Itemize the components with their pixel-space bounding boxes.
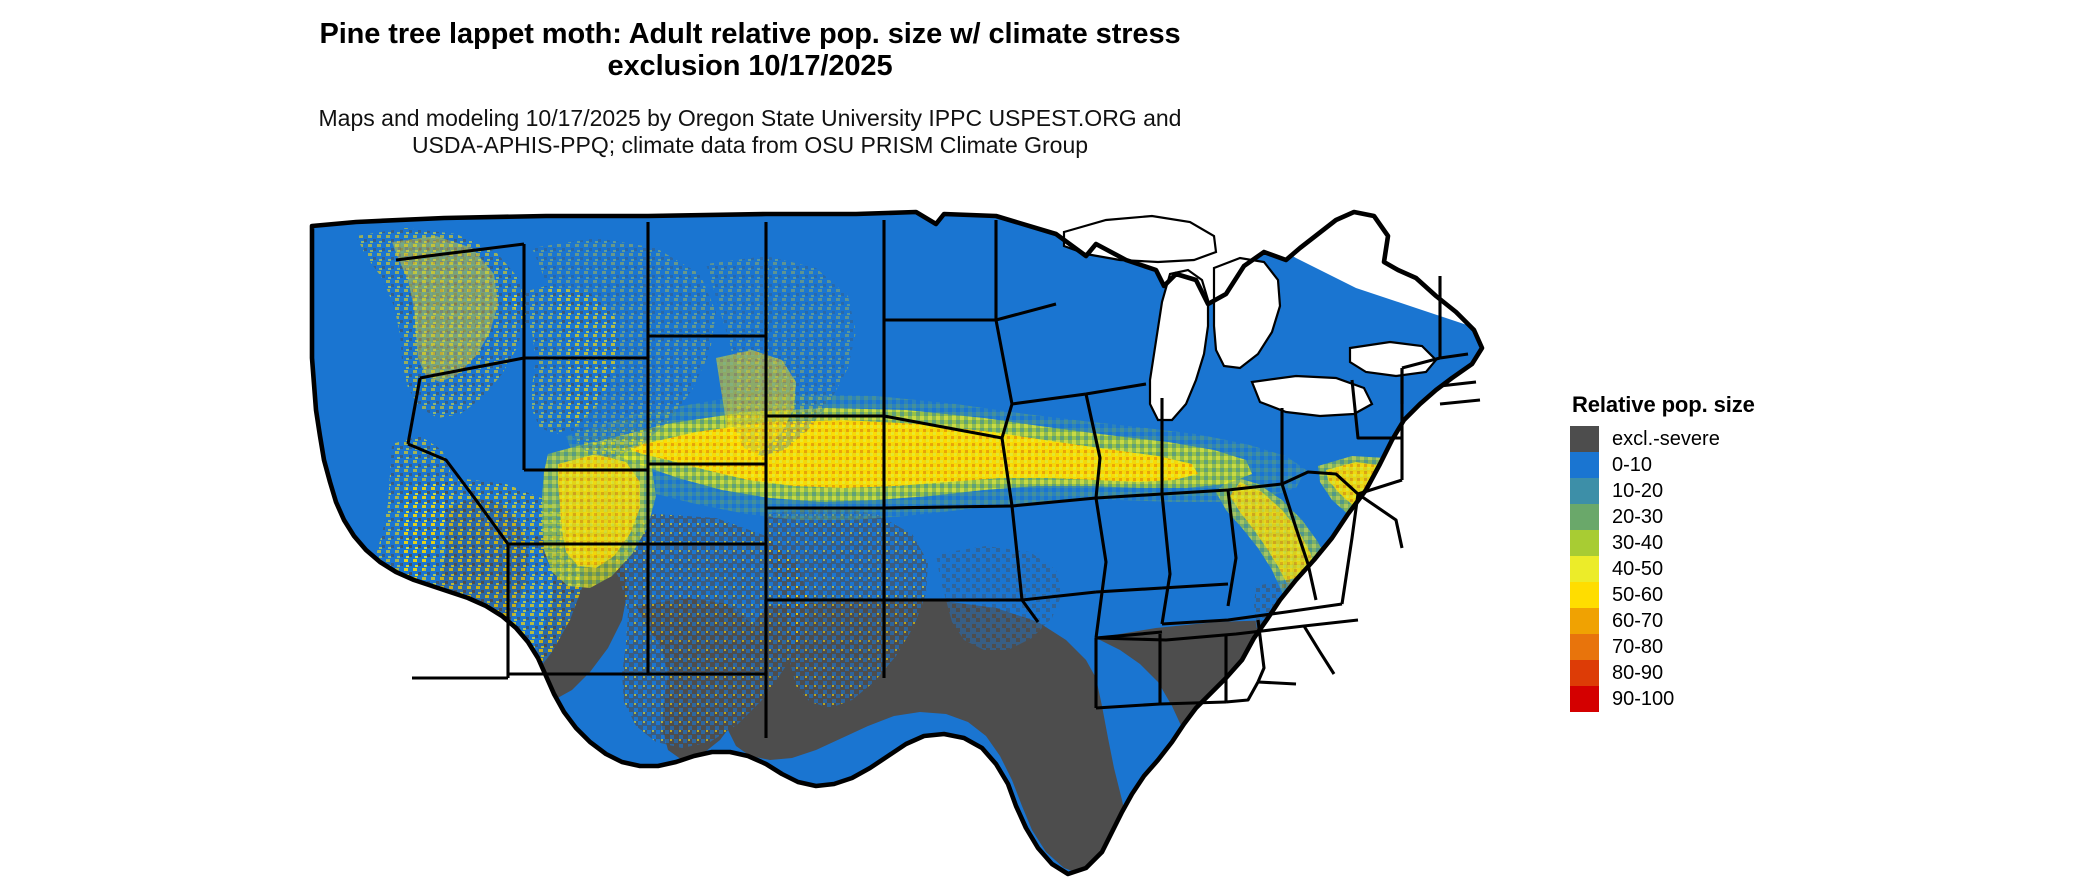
raster-class-black-hills: [716, 350, 796, 456]
legend-item: 70-80: [1570, 634, 1900, 660]
legend-label: 20-30: [1612, 506, 1664, 528]
page-title: Pine tree lappet moth: Adult relative po…: [0, 18, 1500, 83]
legend-item: 0-10: [1570, 452, 1900, 478]
legend-label: 70-80: [1612, 636, 1664, 658]
page-subtitle-line-2: USDA-APHIS-PPQ; climate data from OSU PR…: [411, 131, 1089, 158]
legend-label: 80-90: [1612, 662, 1664, 684]
legend-swatch: [1570, 608, 1599, 634]
legend-swatch: [1570, 530, 1599, 556]
raster-class-front-range: [542, 442, 656, 588]
page-title-line-2: exclusion 10/17/2025: [607, 50, 893, 83]
legend-label: 90-100: [1612, 688, 1675, 710]
legend-swatch: [1570, 660, 1599, 686]
canada-mask: [996, 208, 1536, 338]
page-subtitle-line-1: Maps and modeling 10/17/2025 by Oregon S…: [318, 104, 1182, 131]
legend-label: 0-10: [1612, 454, 1653, 476]
legend-swatch: [1570, 582, 1599, 608]
legend-item: 90-100: [1570, 686, 1900, 712]
legend-item: 30-40: [1570, 530, 1900, 556]
national-boundary: [309, 209, 1485, 877]
legend-swatch: [1570, 426, 1599, 452]
page-subtitle: Maps and modeling 10/17/2025 by Oregon S…: [0, 105, 1500, 159]
legend-swatch: [1570, 634, 1599, 660]
legend-label: 30-40: [1612, 532, 1664, 554]
lake-michigan: [1148, 268, 1210, 422]
page-title-line-1: Pine tree lappet moth: Adult relative po…: [319, 18, 1181, 50]
legend-label: excl.-severe: [1612, 428, 1720, 450]
legend-swatch: [1570, 452, 1599, 478]
legend-swatch: [1570, 504, 1599, 530]
legend-item: excl.-severe: [1570, 426, 1900, 452]
lake-ontario: [1348, 340, 1438, 378]
legend-item: 20-30: [1570, 504, 1900, 530]
legend-label: 10-20: [1612, 480, 1664, 502]
legend-swatch: [1570, 556, 1599, 582]
legend-item: 40-50: [1570, 556, 1900, 582]
legend-label: 60-70: [1612, 610, 1664, 632]
raster-class-ozarks: [936, 546, 1062, 650]
legend-swatch: [1570, 686, 1599, 712]
us-map-svg[interactable]: [296, 208, 1536, 880]
title-block: Pine tree lappet moth: Adult relative po…: [0, 18, 1500, 159]
legend-item: 80-90: [1570, 660, 1900, 686]
legend-item: 10-20: [1570, 478, 1900, 504]
legend-item: 50-60: [1570, 582, 1900, 608]
choropleth-map[interactable]: [296, 208, 1536, 880]
legend: Relative pop. size excl.-severe 0-10 10-20…: [1570, 392, 1900, 712]
lake-erie: [1250, 374, 1374, 418]
raster-class-carolinas: [1254, 578, 1354, 670]
legend-label: 40-50: [1612, 558, 1664, 580]
legend-rows: excl.-severe 0-10 10-20 20-30 30-40 40-50 50-6…: [1570, 426, 1900, 712]
legend-label: 50-60: [1612, 584, 1664, 606]
legend-item: 60-70: [1570, 608, 1900, 634]
legend-swatch: [1570, 478, 1599, 504]
legend-title: Relative pop. size: [1572, 392, 1755, 417]
